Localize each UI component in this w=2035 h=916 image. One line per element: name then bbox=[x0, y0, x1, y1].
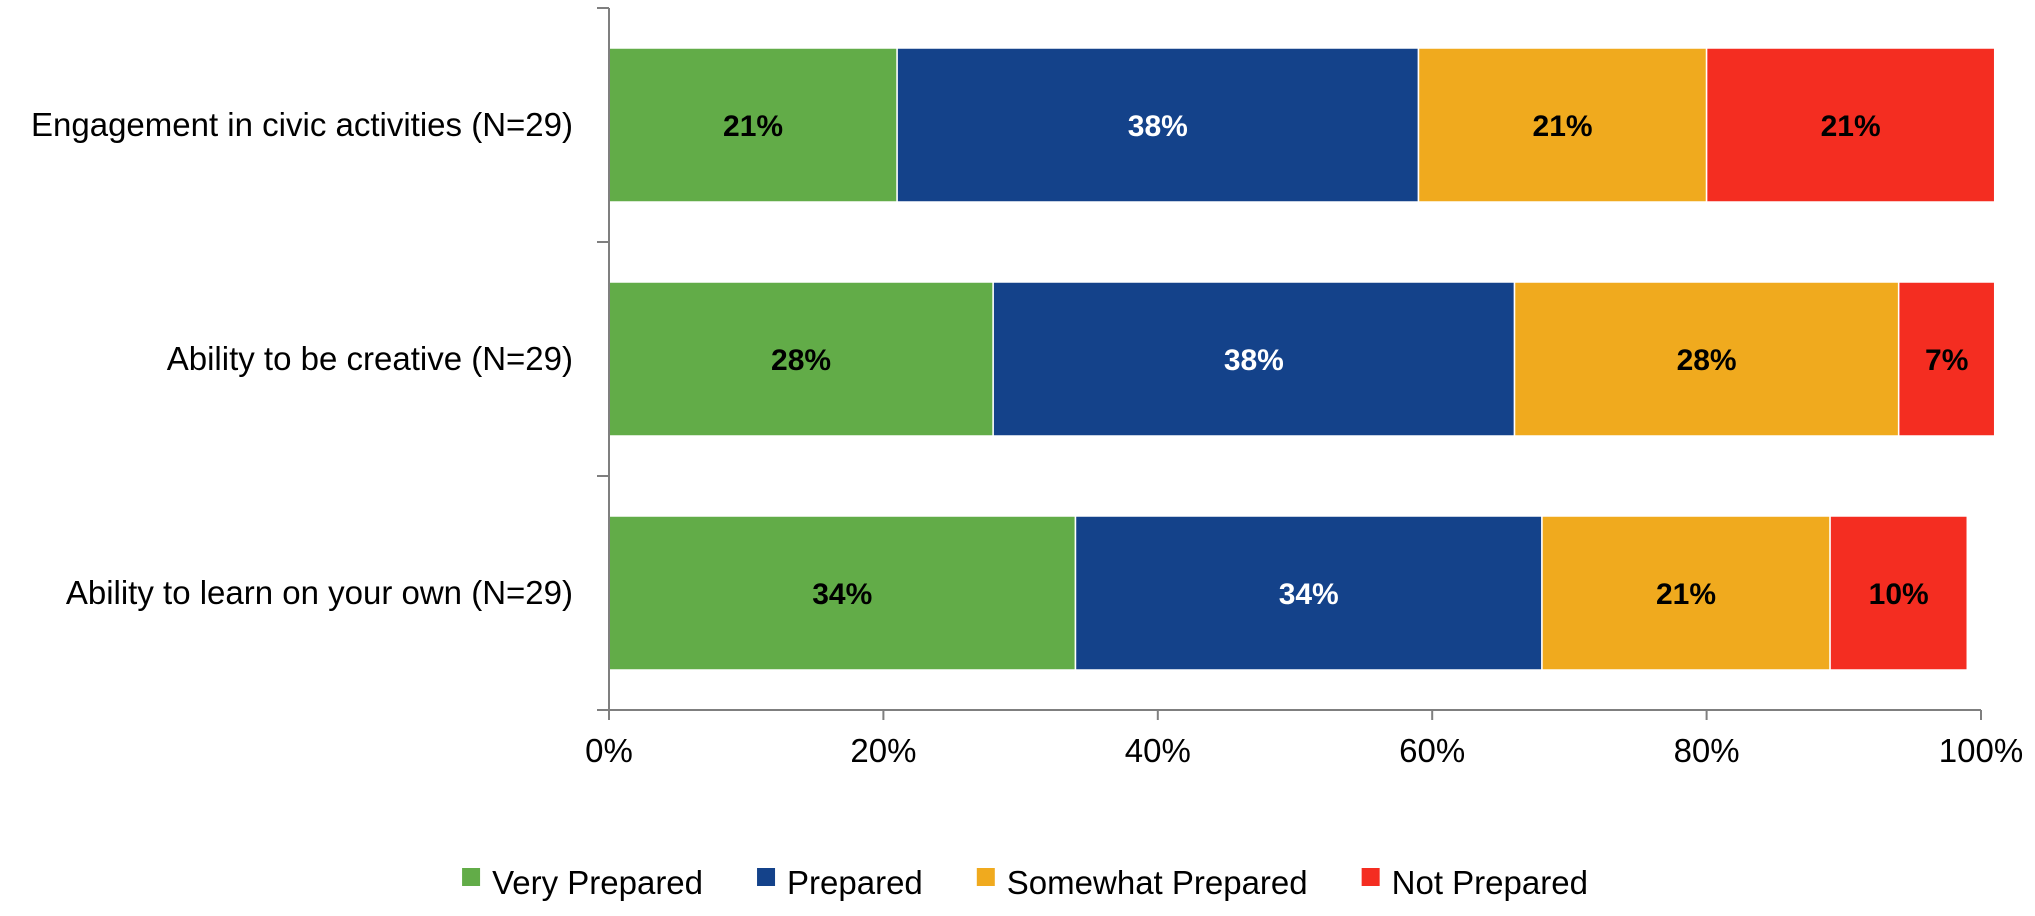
category-label: Ability to be creative (N=29) bbox=[167, 340, 573, 377]
legend-label: Prepared bbox=[787, 864, 923, 901]
data-label: 7% bbox=[1925, 344, 1968, 377]
data-label: 34% bbox=[812, 578, 872, 611]
x-tick-label: 20% bbox=[850, 732, 916, 769]
legend-swatch bbox=[462, 868, 481, 886]
x-tick-label: 60% bbox=[1399, 732, 1465, 769]
data-label: 21% bbox=[1533, 110, 1593, 143]
legend-label: Somewhat Prepared bbox=[1007, 864, 1308, 901]
x-tick-label: 0% bbox=[585, 732, 633, 769]
legend-swatch bbox=[1361, 868, 1380, 886]
data-label: 21% bbox=[1656, 578, 1716, 611]
category-label: Ability to learn on your own (N=29) bbox=[66, 574, 573, 611]
bar-segment bbox=[1513, 281, 1900, 437]
x-tick-label: 100% bbox=[1939, 732, 2023, 769]
data-label: 34% bbox=[1279, 578, 1339, 611]
data-label: 28% bbox=[771, 344, 831, 377]
bar-segment bbox=[896, 47, 1420, 203]
bar-segment bbox=[608, 47, 898, 203]
bar-segment bbox=[1705, 47, 1996, 203]
x-tick-label: 40% bbox=[1125, 732, 1191, 769]
bar-segment bbox=[1074, 515, 1543, 671]
x-tick-label: 80% bbox=[1674, 732, 1740, 769]
data-label: 21% bbox=[723, 110, 783, 143]
bar-segment bbox=[992, 281, 1516, 437]
data-label: 28% bbox=[1677, 344, 1737, 377]
bars-layer bbox=[608, 47, 1996, 671]
legend-swatch bbox=[757, 868, 776, 886]
axes: Engagement in civic activities (N=29) Abi… bbox=[31, 7, 2023, 769]
legend-label: Not Prepared bbox=[1392, 864, 1588, 901]
bar-segment bbox=[1897, 281, 1996, 437]
legend: Very Prepared Prepared Somewhat Prepared No… bbox=[462, 864, 1588, 901]
data-label: 38% bbox=[1224, 344, 1284, 377]
data-label: 10% bbox=[1869, 578, 1929, 611]
data-label: 21% bbox=[1821, 110, 1881, 143]
bar-segment bbox=[1417, 47, 1708, 203]
bar-segment bbox=[608, 281, 994, 437]
data-labels: 21% 38% 21% 21% 28% 38% 28% 7% 34% 34% 21% 10% bbox=[723, 110, 1968, 611]
legend-swatch bbox=[976, 868, 995, 886]
bar-segment bbox=[1829, 515, 1969, 671]
legend-label: Very Prepared bbox=[492, 864, 703, 901]
data-label: 38% bbox=[1128, 110, 1188, 143]
category-label: Engagement in civic activities (N=29) bbox=[31, 106, 573, 143]
